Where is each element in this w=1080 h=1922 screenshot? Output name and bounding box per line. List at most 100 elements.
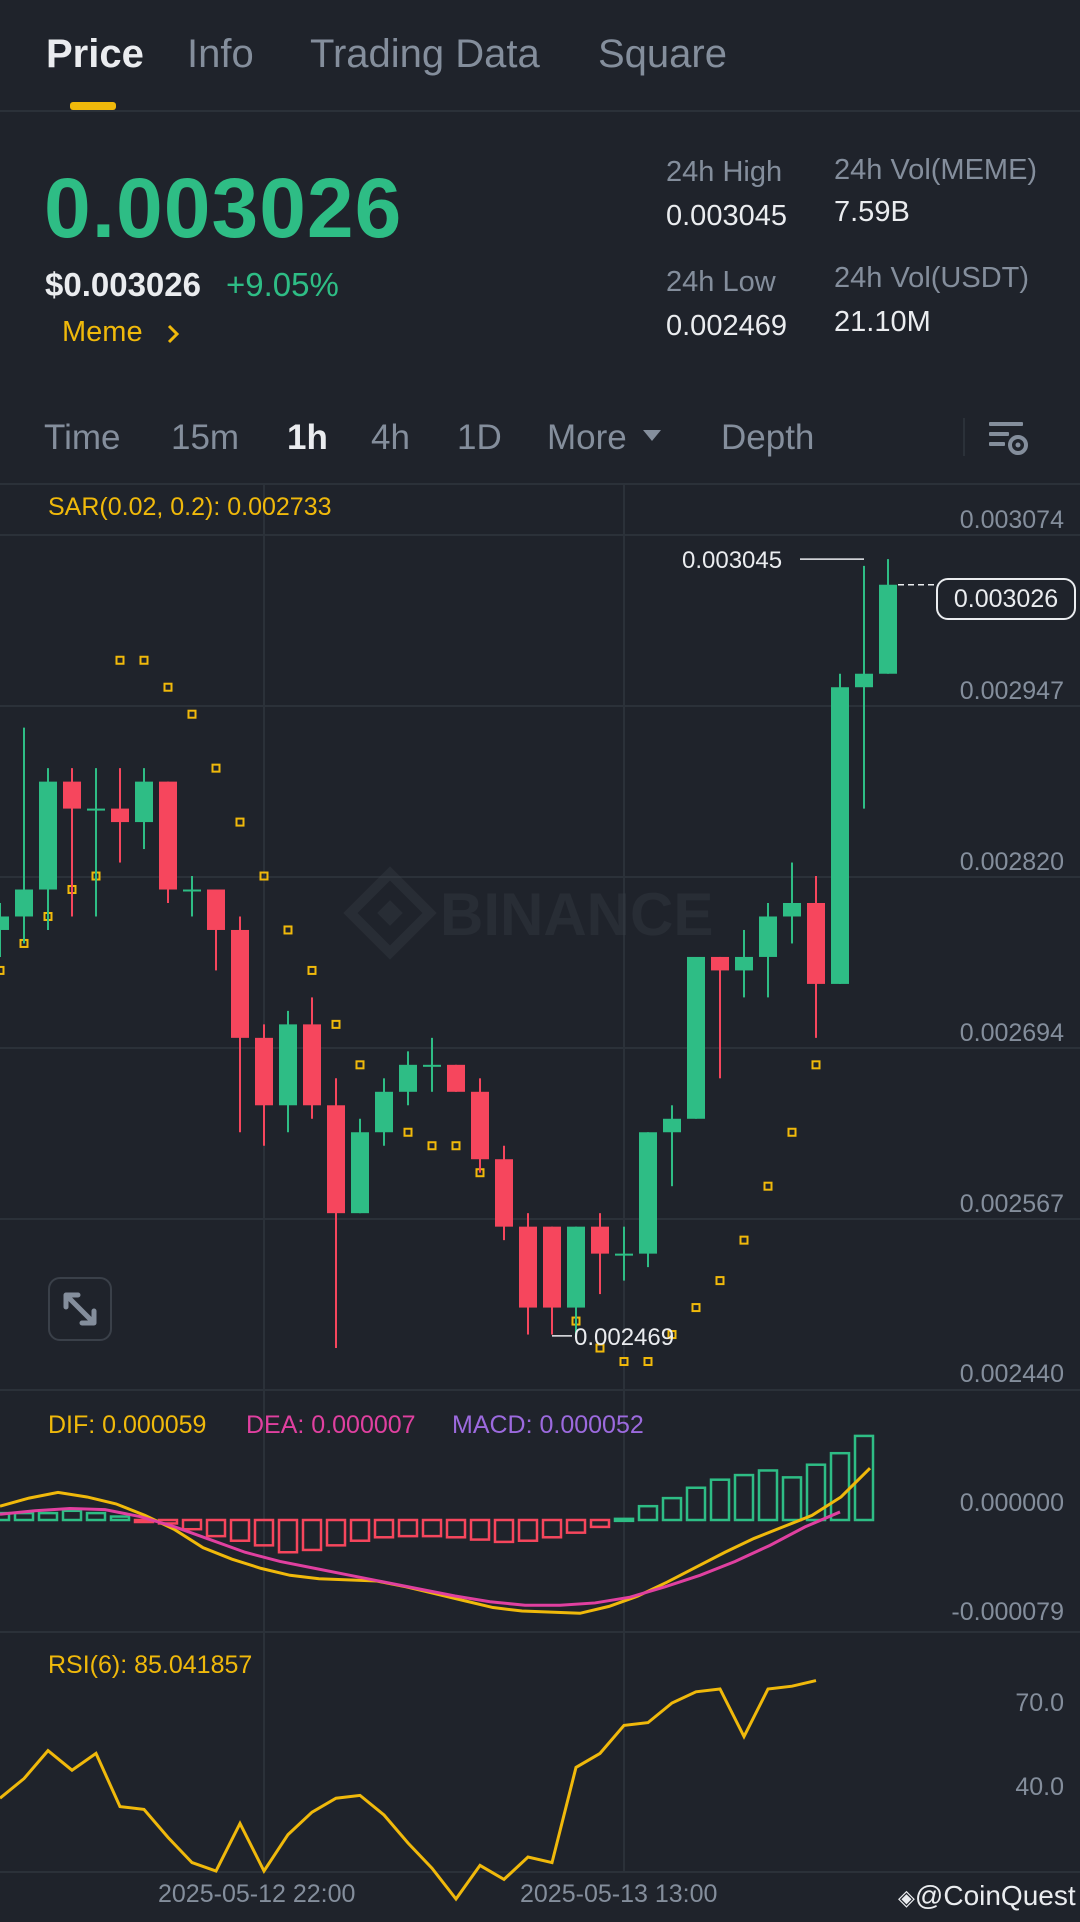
- interval-4h[interactable]: 4h: [371, 418, 410, 457]
- candle: [495, 1159, 513, 1227]
- sar-dot: [595, 1343, 605, 1353]
- tab-info[interactable]: Info: [187, 32, 254, 76]
- stat-high-label: 24h High: [666, 156, 783, 188]
- macd-bar: [85, 1511, 107, 1522]
- macd-bar: [805, 1463, 827, 1522]
- macd-bar: [397, 1518, 419, 1538]
- candle: [111, 808, 129, 823]
- tab-trading-data[interactable]: Trading Data: [310, 32, 540, 76]
- price-tick: 0.002820: [959, 848, 1064, 876]
- sar-dot: [211, 763, 221, 773]
- candle: [687, 956, 705, 1119]
- candle: [639, 1132, 657, 1254]
- candle: [759, 916, 777, 957]
- macd-bar: [325, 1518, 347, 1547]
- sar-dot: [403, 1127, 413, 1137]
- interval-15m[interactable]: 15m: [171, 418, 240, 457]
- tab-price[interactable]: Price: [46, 32, 144, 76]
- sar-dot: [187, 709, 197, 719]
- sar-dot: [451, 1141, 461, 1151]
- credit-text: @CoinQuest: [914, 1880, 1076, 1911]
- interval-1h[interactable]: 1h: [287, 418, 328, 457]
- tab-square[interactable]: Square: [598, 32, 727, 76]
- macd-bar: [205, 1518, 227, 1538]
- candle: [255, 1037, 273, 1106]
- sar-dot: [331, 1019, 341, 1029]
- macd-label: MACD: 0.000052: [452, 1411, 644, 1439]
- active-tab-indicator: [70, 102, 116, 110]
- interval-1d[interactable]: 1D: [457, 418, 502, 457]
- last-price-label: 0.003026: [936, 578, 1076, 620]
- sar-dot: [235, 817, 245, 827]
- candle: [783, 902, 801, 917]
- meme-tag-link[interactable]: Meme: [62, 316, 143, 348]
- last-price: 0.003026: [44, 161, 403, 255]
- chart-settings-icon[interactable]: [986, 418, 1030, 458]
- interval-time[interactable]: Time: [44, 418, 121, 457]
- candle: [447, 1064, 465, 1092]
- macd-bar: [853, 1434, 875, 1522]
- high-marker-label: 0.003045: [682, 547, 782, 574]
- credit-watermark: ◈@CoinQuest: [898, 1880, 1076, 1912]
- expand-chart-button[interactable]: [48, 1277, 112, 1341]
- macd-bar: [61, 1509, 83, 1522]
- sar-label: SAR(0.02, 0.2): 0.002733: [48, 493, 332, 521]
- macd-bar: [757, 1469, 779, 1522]
- caret-down-icon[interactable]: [641, 428, 663, 444]
- sar-dot: [715, 1276, 725, 1286]
- macd-bar: [181, 1518, 203, 1531]
- candle: [183, 889, 201, 892]
- dea-label: DEA: 0.000007: [246, 1411, 416, 1439]
- stat-vol-quote-label: 24h Vol(USDT): [834, 262, 1030, 294]
- binance-watermark: BINANCE: [343, 866, 713, 960]
- price-tick: 0.002947: [959, 677, 1064, 705]
- stat-low-label: 24h Low: [666, 266, 776, 298]
- macd-bar: [469, 1518, 491, 1541]
- price-tick: 0.002694: [959, 1019, 1064, 1047]
- interval-more[interactable]: More: [547, 418, 627, 457]
- sar-dot: [427, 1141, 437, 1151]
- last-price-label-text: 0.003026: [953, 585, 1059, 613]
- sar-dot: [667, 1330, 677, 1340]
- candle: [831, 687, 849, 984]
- candle: [39, 781, 57, 890]
- candle: [471, 1091, 489, 1160]
- macd-tick: -0.000079: [951, 1598, 1064, 1626]
- candle: [375, 1091, 393, 1133]
- kline-chart[interactable]: BINANCE 0.003045 0.002469: [0, 485, 1080, 1922]
- sar-dot: [739, 1235, 749, 1245]
- macd-bar: [565, 1518, 587, 1534]
- macd-bar: [0, 1511, 11, 1522]
- sar-dot: [0, 965, 5, 975]
- price-tick: 0.002440: [959, 1360, 1064, 1388]
- candle: [279, 1024, 297, 1106]
- sar-dot: [763, 1181, 773, 1191]
- sar-dot: [307, 965, 317, 975]
- macd-bar: [229, 1518, 251, 1542]
- price-tick: 0.003074: [959, 506, 1064, 534]
- candle: [63, 781, 81, 809]
- candle: [663, 1118, 681, 1133]
- macd-bar: [445, 1518, 467, 1539]
- dif-line: [0, 1467, 872, 1615]
- macd-bar: [13, 1511, 35, 1522]
- time-tick: 2025-05-13 13:00: [520, 1880, 718, 1908]
- binance-logo-icon: [343, 866, 437, 960]
- candle: [207, 889, 225, 930]
- candle: [519, 1226, 537, 1308]
- macd-bar: [589, 1518, 611, 1529]
- macd-bar: [781, 1476, 803, 1522]
- candle: [567, 1226, 585, 1308]
- sar-dot: [163, 682, 173, 692]
- rsi-line: [0, 1679, 817, 1902]
- change-percent: +9.05%: [226, 266, 339, 303]
- low-marker-label: 0.002469: [574, 1324, 674, 1351]
- chevron-right-icon[interactable]: [164, 322, 184, 346]
- stat-high-value: 0.003045: [666, 200, 787, 232]
- sar-dot: [643, 1357, 653, 1367]
- rsi-tick: 40.0: [1015, 1773, 1064, 1801]
- top-tab-bar: Price Info Trading Data Square: [0, 0, 1080, 112]
- interval-depth[interactable]: Depth: [721, 418, 815, 457]
- candle: [231, 929, 249, 1038]
- candle: [855, 673, 873, 688]
